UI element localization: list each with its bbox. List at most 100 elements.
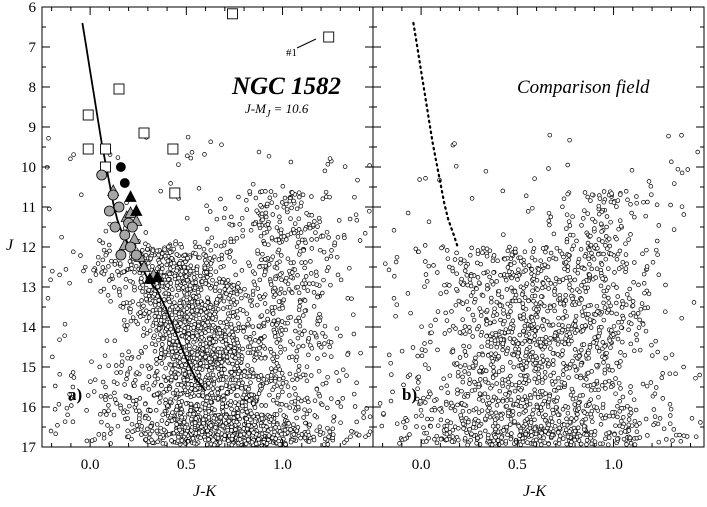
field-star [62,419,68,424]
field-star [219,385,225,391]
field-star [338,277,344,283]
field-star [279,371,285,376]
field-star [438,417,444,423]
field-star [273,436,278,441]
field-star [250,292,256,298]
field-star [587,317,593,322]
field-star [168,280,174,286]
field-star [606,435,612,440]
field-star [111,412,117,418]
field-star [182,264,187,270]
field-star [260,217,265,222]
field-star [671,227,677,232]
field-star [70,370,76,375]
field-star [338,420,343,425]
field-star [624,442,629,447]
field-star [320,402,325,408]
field-star [174,353,180,359]
field-star [296,363,302,369]
field-star [154,391,160,397]
field-star [631,280,636,285]
field-star [139,363,145,369]
field-star [317,424,323,430]
field-star [608,345,613,350]
field-star [334,326,340,331]
field-star [318,247,323,253]
field-star [200,393,206,398]
field-star [452,408,458,413]
field-star [146,287,152,293]
field-star [524,281,530,286]
field-star [485,339,491,345]
field-star [295,273,300,278]
field-star [215,306,221,312]
field-star [57,372,62,377]
field-star [225,427,230,433]
field-star [208,286,213,291]
field-star [101,435,107,441]
field-star [288,159,294,165]
field-star [419,353,425,359]
field-star [539,364,545,370]
field-star [169,312,175,318]
field-star [239,295,244,301]
field-star [241,324,246,330]
field-star [640,251,645,257]
field-star [328,254,334,259]
field-star [294,206,300,212]
field-star [579,283,584,288]
field-star [469,431,474,437]
field-star [320,233,326,239]
field-star [463,353,469,358]
field-star [626,428,632,433]
field-star [654,247,659,253]
field-star [308,330,314,335]
field-star [219,252,225,258]
field-star [639,301,645,306]
field-star [161,390,166,395]
field-star [259,257,264,263]
field-star [265,309,270,314]
field-star [247,337,253,342]
field-star [615,336,621,342]
field-star [195,352,200,358]
field-star [334,370,339,375]
field-star [600,239,605,244]
field-star [666,133,671,139]
field-star [552,281,558,287]
field-star [490,359,496,364]
field-star [310,222,316,228]
field-star [577,289,582,295]
field-star [543,339,549,345]
field-star [48,277,53,283]
field-star [251,331,257,336]
field-star [167,271,172,277]
field-star [205,372,211,378]
y-tick-label: 17 [21,440,37,456]
field-star [156,337,161,343]
field-star [614,311,619,317]
field-star [173,375,179,380]
field-star [204,364,209,369]
field-star [335,235,341,240]
field-star [251,430,256,435]
field-star [590,419,595,424]
field-star [477,423,482,429]
field-star [307,281,312,286]
field-star [599,262,605,267]
field-star [565,434,571,440]
field-star [189,416,194,422]
field-star [185,381,191,387]
field-star [528,238,533,243]
field-star [345,352,350,357]
field-star [433,317,438,323]
field-star [560,327,565,333]
field-star [621,415,626,420]
field-star [491,270,496,275]
field-star [634,429,640,435]
field-star [553,404,559,410]
field-star [379,423,385,429]
field-star [118,370,123,375]
field-star [203,303,208,308]
field-star [429,416,434,422]
